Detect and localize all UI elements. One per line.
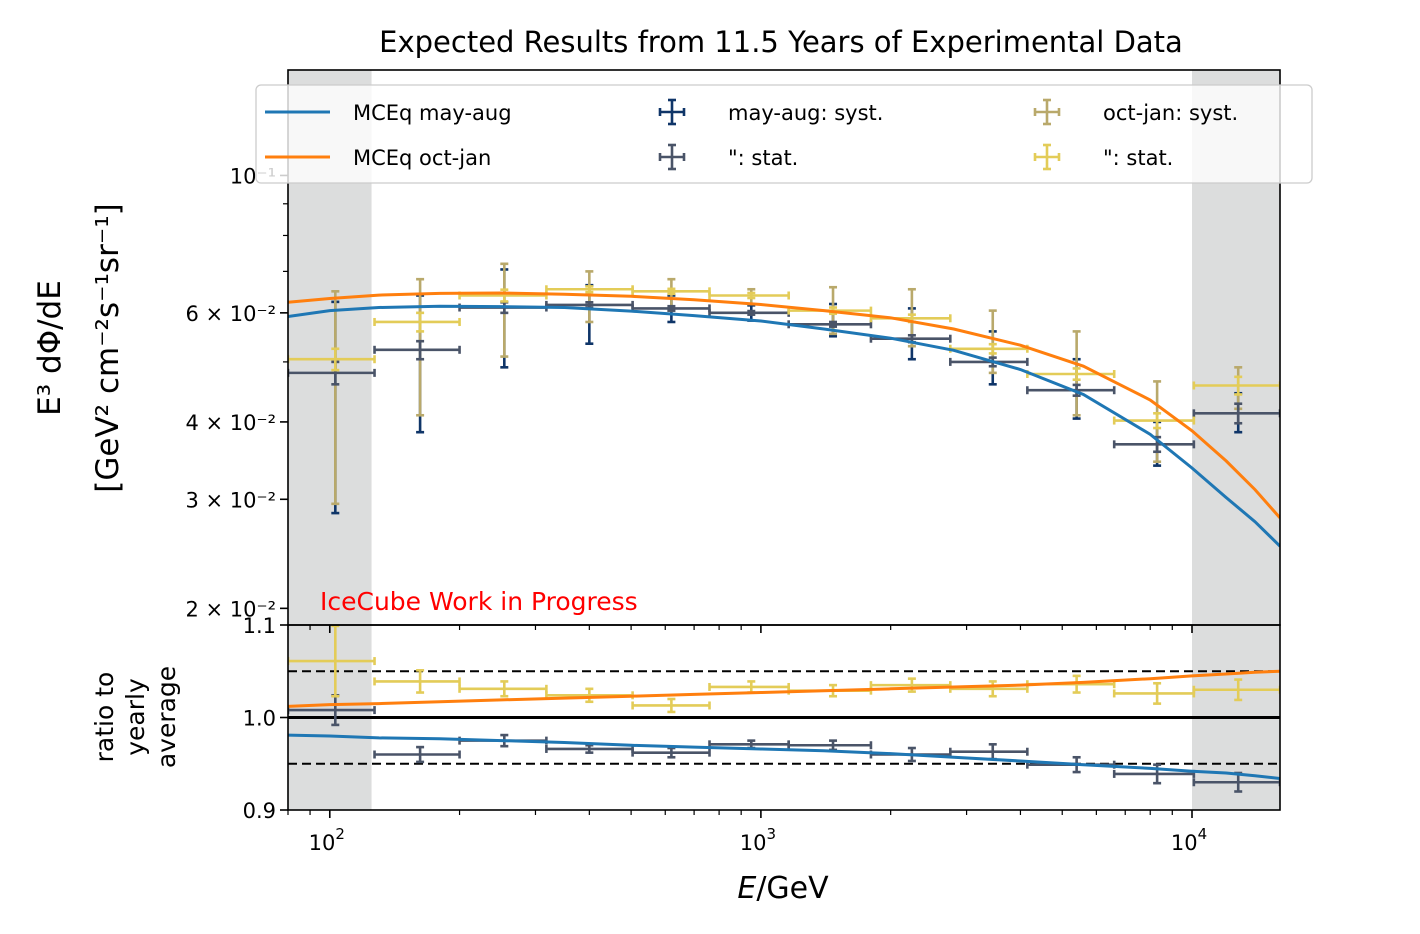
oct-jan-syst-bar-0 <box>331 290 340 506</box>
y-axis-label-top: E³ dΦ/dE [GeV² cm⁻²s⁻¹sr⁻¹] <box>32 203 126 492</box>
legend-swatch-3 <box>658 143 686 171</box>
oct-jan-ratio-bar-11 <box>1192 678 1280 702</box>
oct-jan-ratio-bar-4 <box>631 697 711 714</box>
x-axis-label: E/GeV <box>737 871 829 906</box>
legend-label-1: MCEq oct-jan <box>353 146 491 170</box>
may-aug-stat-bar-1 <box>373 339 461 361</box>
y-axis-label-bottom-line3: average <box>152 666 181 768</box>
oct-jan-syst-bar-3 <box>585 270 594 324</box>
shaded-region-0 <box>288 70 372 810</box>
may-aug-ratio-bar-6 <box>787 739 873 752</box>
may-aug-ratio-bar-1 <box>373 745 461 764</box>
x-tick-label-1: 103 <box>740 825 776 855</box>
y-tick-label-top-2: 4 × 10⁻² <box>185 411 276 435</box>
legend-entry-3: ": stat. <box>658 143 798 171</box>
legend-entry-5: ": stat. <box>1033 143 1173 171</box>
y-axis-label-top-line1: E³ dΦ/dE <box>32 280 68 416</box>
watermark-annotation: IceCube Work in Progress <box>320 587 638 616</box>
model-line-top-0 <box>288 304 1280 548</box>
y-tick-label-top-3: 3 × 10⁻² <box>185 488 276 512</box>
legend-entry-4: oct-jan: syst. <box>1033 98 1238 126</box>
oct-jan-stat-bar-0 <box>288 347 376 372</box>
y-tick-label-bottom-0: 1.1 <box>243 614 276 638</box>
legend-label-3: ": stat. <box>728 146 798 170</box>
legend-swatch-5 <box>1033 143 1061 171</box>
model-line-ratio-0 <box>288 733 1280 780</box>
legend-label-5: ": stat. <box>1103 146 1173 170</box>
shaded-region-1 <box>1192 70 1280 810</box>
oct-jan-ratio-bar-10 <box>1112 681 1196 705</box>
oct-jan-stat-bar-5 <box>708 291 790 300</box>
legend-swatch-2 <box>658 98 686 126</box>
legend-label-2: may-aug: syst. <box>728 101 883 125</box>
model-line-ratio-1 <box>288 669 1280 708</box>
oct-jan-ratio-bar-1 <box>373 669 461 694</box>
oct-jan-stat-bar-11 <box>1192 375 1280 396</box>
oct-jan-stat-bar-1 <box>373 311 461 333</box>
oct-jan-ratio-bar-0 <box>288 625 376 698</box>
y-tick-label-top-1: 6 × 10⁻² <box>185 302 276 326</box>
legend-entry-0: MCEq may-aug <box>265 101 512 125</box>
y-axis-label-bottom: ratio to yearly average <box>90 666 181 768</box>
y-tick-label-top-4: 2 × 10⁻² <box>185 597 276 621</box>
y-tick-label-bottom-1: 1.0 <box>243 707 276 731</box>
y-axis-label-top-line2: [GeV² cm⁻²s⁻¹sr⁻¹] <box>90 203 126 492</box>
y-tick-label-bottom-2: 0.9 <box>243 799 276 823</box>
model-lines-top-panel <box>288 291 1280 548</box>
chart-title: Expected Results from 11.5 Years of Expe… <box>379 25 1183 59</box>
legend-entry-2: may-aug: syst. <box>658 98 883 126</box>
y-axis-label-bottom-line2: yearly <box>121 678 150 756</box>
legend: MCEq may-aug MCEq oct-jan may-aug: syst. ":… <box>255 84 1313 184</box>
legend-label-0: MCEq may-aug <box>353 101 512 125</box>
x-tick-label-0: 102 <box>309 825 345 855</box>
legend-label-4: oct-jan: syst. <box>1103 101 1238 125</box>
model-lines-ratio-panel <box>288 669 1280 780</box>
x-tick-label-2: 104 <box>1171 825 1207 855</box>
may-aug-stat-bar-11 <box>1192 402 1280 425</box>
legend-swatch-4 <box>1033 98 1061 126</box>
legend-entry-1: MCEq oct-jan <box>265 146 491 170</box>
y-axis-label-bottom-line1: ratio to <box>90 672 119 763</box>
shaded-regions <box>288 70 1280 810</box>
model-line-top-1 <box>288 291 1280 519</box>
